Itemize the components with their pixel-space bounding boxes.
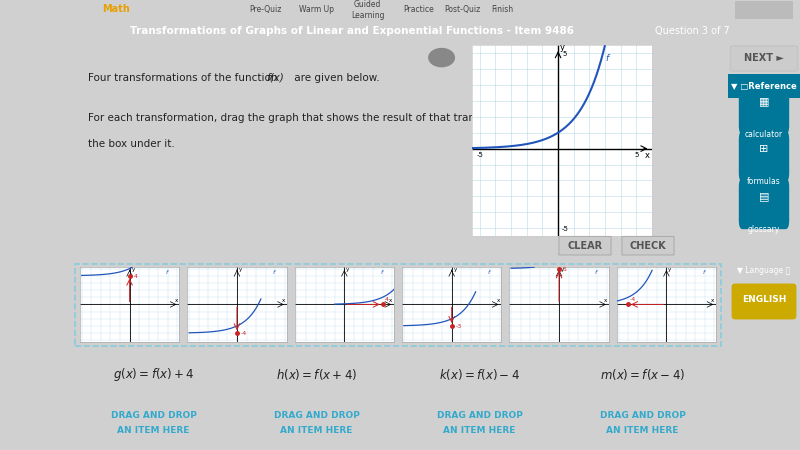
Text: DRAG AND DROP: DRAG AND DROP xyxy=(599,411,686,420)
Text: -3: -3 xyxy=(455,324,462,329)
Text: AN ITEM HERE: AN ITEM HERE xyxy=(118,426,190,435)
Bar xyxy=(728,74,800,98)
FancyBboxPatch shape xyxy=(739,83,789,135)
Text: 5: 5 xyxy=(634,153,638,158)
Text: DRAG AND DROP: DRAG AND DROP xyxy=(437,411,522,420)
Text: x: x xyxy=(282,298,285,303)
Text: -4: -4 xyxy=(630,297,636,302)
Text: Math: Math xyxy=(102,4,130,14)
Text: f: f xyxy=(605,54,608,63)
Text: f(x): f(x) xyxy=(266,72,284,82)
Text: Warm Up: Warm Up xyxy=(299,5,334,14)
Circle shape xyxy=(429,49,454,67)
Text: 5: 5 xyxy=(563,267,566,272)
Text: f: f xyxy=(273,270,275,275)
Text: ▼ □Reference: ▼ □Reference xyxy=(731,81,797,90)
Text: CHECK: CHECK xyxy=(630,241,666,251)
Text: Post-Quiz: Post-Quiz xyxy=(444,5,481,14)
Text: the box under it.: the box under it. xyxy=(87,140,174,149)
Text: y: y xyxy=(559,43,565,52)
Text: 4: 4 xyxy=(134,274,138,279)
Text: For each transformation, drag the graph that shows the result of that transforma: For each transformation, drag the graph … xyxy=(87,112,554,123)
Text: x: x xyxy=(497,298,500,303)
Text: Guided
Learning: Guided Learning xyxy=(351,0,384,20)
FancyBboxPatch shape xyxy=(622,236,674,255)
Text: y: y xyxy=(239,267,242,272)
Text: y: y xyxy=(346,267,350,272)
Text: CLEAR: CLEAR xyxy=(567,241,602,251)
FancyBboxPatch shape xyxy=(739,131,789,182)
Text: ▼ Language ⓘ: ▼ Language ⓘ xyxy=(738,266,790,275)
Text: -4: -4 xyxy=(241,331,247,336)
Text: f: f xyxy=(595,270,597,275)
Text: AN ITEM HERE: AN ITEM HERE xyxy=(606,426,678,435)
Text: x: x xyxy=(604,298,607,303)
Text: NEXT ►: NEXT ► xyxy=(744,53,784,63)
Text: f: f xyxy=(487,270,490,275)
Text: x: x xyxy=(711,298,714,303)
Text: DRAG AND DROP: DRAG AND DROP xyxy=(110,411,197,420)
Text: ▤: ▤ xyxy=(758,191,770,201)
Text: f: f xyxy=(380,270,382,275)
Text: y: y xyxy=(454,267,457,272)
Text: Pre-Quiz: Pre-Quiz xyxy=(250,5,282,14)
Text: 5: 5 xyxy=(562,51,566,57)
Text: $g(x) = f(x) + 4$: $g(x) = f(x) + 4$ xyxy=(113,366,194,383)
Text: y: y xyxy=(668,267,671,272)
Text: AN ITEM HERE: AN ITEM HERE xyxy=(280,426,353,435)
Text: formulas: formulas xyxy=(747,177,781,186)
Text: Question 3 of 7: Question 3 of 7 xyxy=(654,26,730,36)
Text: y: y xyxy=(561,267,564,272)
Text: $m(x) = f(x - 4)$: $m(x) = f(x - 4)$ xyxy=(600,367,685,382)
Text: glossary: glossary xyxy=(748,225,780,234)
FancyBboxPatch shape xyxy=(732,284,796,320)
Text: x: x xyxy=(389,298,392,303)
Text: ENGLISH: ENGLISH xyxy=(742,295,786,304)
Text: ◀: ◀ xyxy=(438,53,445,62)
Text: 4: 4 xyxy=(385,297,389,302)
Text: AN ITEM HERE: AN ITEM HERE xyxy=(443,426,516,435)
Text: x: x xyxy=(645,151,650,160)
Text: Four transformations of the function: Four transformations of the function xyxy=(87,72,280,82)
Bar xyxy=(735,1,793,19)
FancyBboxPatch shape xyxy=(730,46,798,71)
Text: ⊞: ⊞ xyxy=(759,144,769,154)
Text: Practice: Practice xyxy=(403,5,434,14)
Text: calculator: calculator xyxy=(745,130,783,139)
Text: x: x xyxy=(174,298,178,303)
FancyBboxPatch shape xyxy=(739,178,789,229)
Text: y: y xyxy=(131,267,134,272)
Text: -5: -5 xyxy=(476,153,483,158)
Text: f: f xyxy=(166,270,168,275)
Text: Finish: Finish xyxy=(491,5,514,14)
FancyBboxPatch shape xyxy=(559,236,611,255)
Text: -5: -5 xyxy=(562,226,569,233)
Text: $h(x) = f(x + 4)$: $h(x) = f(x + 4)$ xyxy=(276,367,357,382)
Text: are given below.: are given below. xyxy=(291,72,380,82)
Text: Transformations of Graphs of Linear and Exponential Functions - Item 9486: Transformations of Graphs of Linear and … xyxy=(130,26,574,36)
Text: $k(x) = f(x) - 4$: $k(x) = f(x) - 4$ xyxy=(439,367,520,382)
Text: DRAG AND DROP: DRAG AND DROP xyxy=(274,411,359,420)
Text: f: f xyxy=(702,270,705,275)
Text: ▦: ▦ xyxy=(758,97,770,107)
